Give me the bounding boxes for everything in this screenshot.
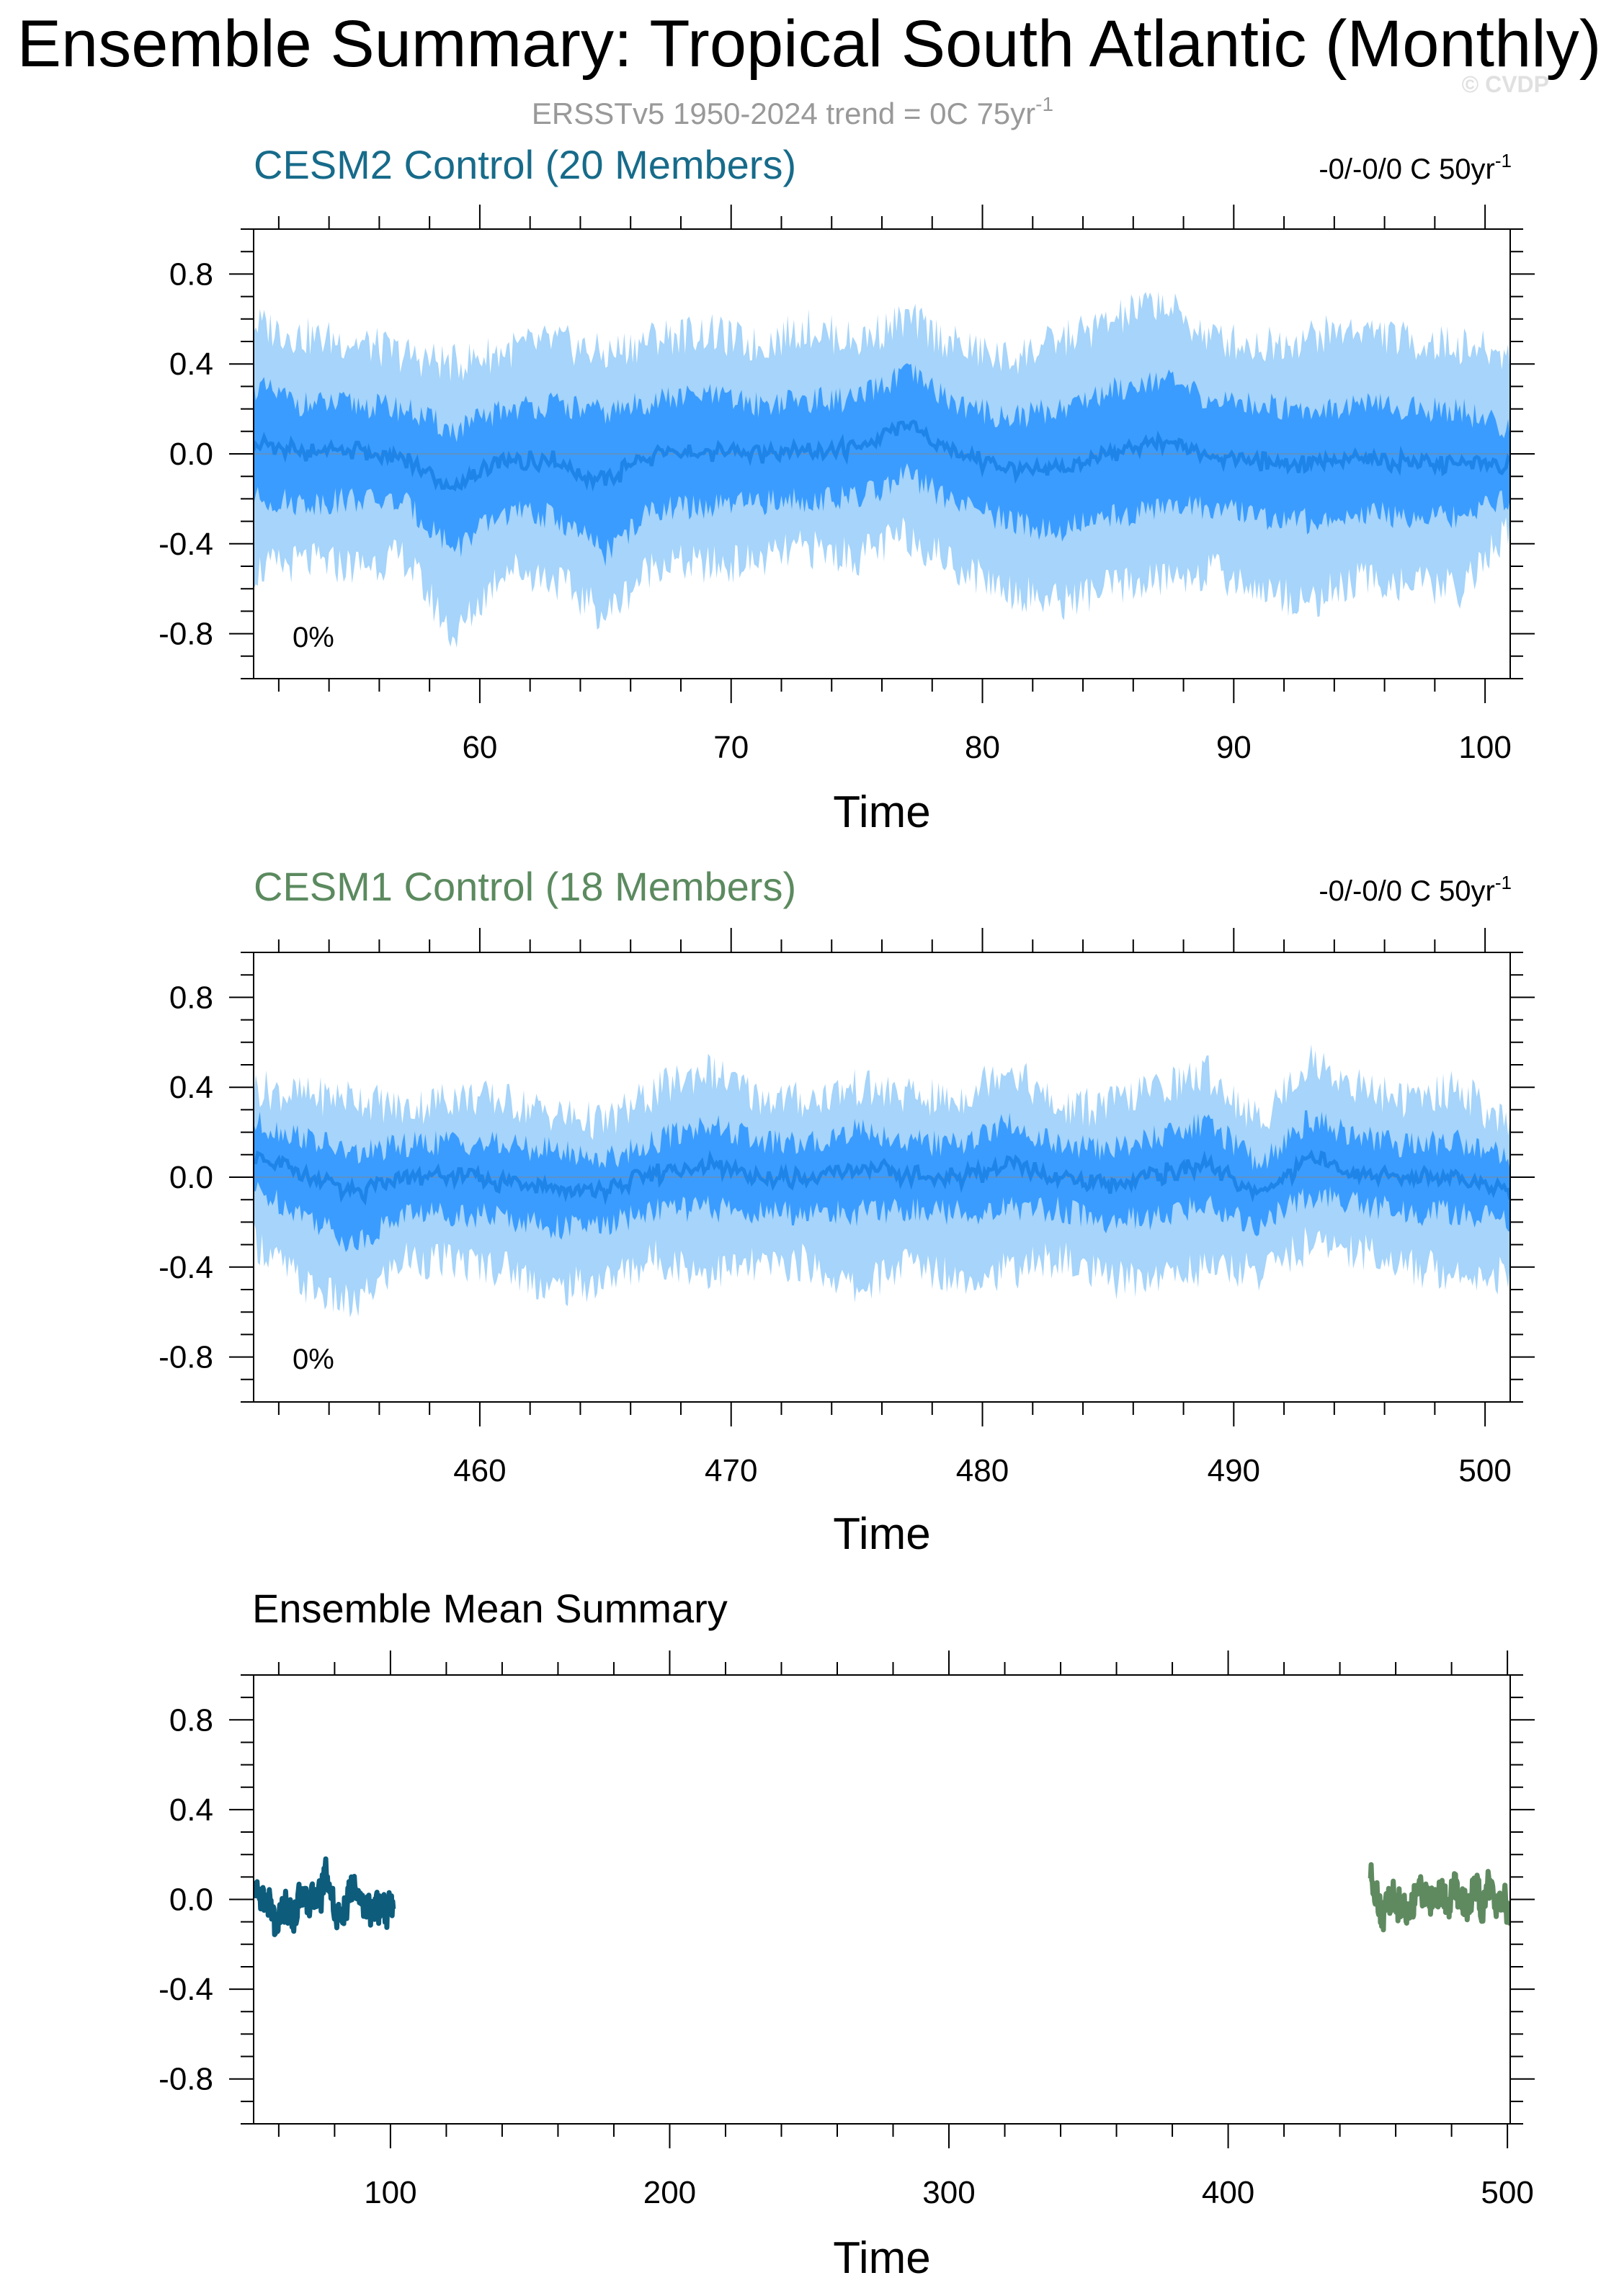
figure-subtitle: ERSSTv5 1950-2024 trend = 0C 75yr-1 bbox=[532, 93, 1053, 130]
y-tick-label: -0.8 bbox=[159, 617, 213, 652]
x-tick-label: 460 bbox=[453, 1453, 506, 1488]
y-tick-label: 0.8 bbox=[169, 256, 213, 292]
y-tick-label: -0.8 bbox=[159, 1340, 213, 1375]
trend-label-cesm1: -0/-0/0 C 50yr-1 bbox=[1319, 872, 1512, 907]
panel-title-cesm2: CESM2 Control (20 Members) bbox=[254, 142, 796, 187]
figure-title: Ensemble Summary: Tropical South Atlanti… bbox=[17, 7, 1602, 81]
percent-label-cesm2: 0% bbox=[293, 622, 334, 653]
plot-area-cesm1: 0.8 0.4 0.0 -0.4 -0.8 460 470 480 490 500 bbox=[159, 928, 1535, 1488]
inner-band bbox=[254, 363, 1510, 566]
panel-cesm2: CESM2 Control (20 Members) -0/-0/0 C 50y… bbox=[159, 142, 1535, 837]
x-tick-label: 400 bbox=[1202, 2175, 1254, 2210]
series-line-0 bbox=[254, 1856, 396, 1937]
y-tick-label: 0.0 bbox=[169, 437, 213, 472]
y-tick-label: 0.8 bbox=[169, 1702, 213, 1738]
x-tick-label: 480 bbox=[956, 1453, 1009, 1488]
x-axis-label-ensemble-mean: Time bbox=[833, 2233, 930, 2283]
y-tick-label: 0.0 bbox=[169, 1882, 213, 1918]
plot-area-cesm2: 0.8 0.4 0.0 -0.4 -0.8 60 70 80 90 100 bbox=[159, 205, 1535, 765]
y-tick-label: 0.4 bbox=[169, 1792, 213, 1828]
series-line-1 bbox=[1368, 1862, 1510, 1933]
panel-cesm1: CESM1 Control (18 Members) -0/-0/0 C 50y… bbox=[159, 864, 1535, 1559]
x-tick-label: 300 bbox=[922, 2175, 975, 2210]
x-tick-label: 80 bbox=[965, 730, 1000, 765]
ensemble-mean-line bbox=[254, 419, 1510, 492]
y-tick-label: 0.4 bbox=[169, 1070, 213, 1105]
y-tick-label: -0.4 bbox=[159, 1250, 213, 1285]
x-axis-label-cesm2: Time bbox=[833, 787, 930, 837]
x-tick-label: 60 bbox=[462, 730, 497, 765]
trend-label-cesm2: -0/-0/0 C 50yr-1 bbox=[1319, 150, 1512, 185]
inner-band bbox=[254, 1110, 1510, 1252]
y-tick-label: 0.4 bbox=[169, 347, 213, 382]
plot-area-ensemble-mean: 0.8 0.4 0.0 -0.4 -0.8 100 200 300 400 500 bbox=[159, 1650, 1535, 2210]
x-tick-label: 100 bbox=[364, 2175, 416, 2210]
watermark: © CVDP bbox=[1462, 71, 1549, 97]
x-tick-label: 90 bbox=[1216, 730, 1252, 765]
x-tick-label: 500 bbox=[1458, 1453, 1511, 1488]
y-tick-label: -0.4 bbox=[159, 1972, 213, 2007]
x-axis-label-cesm1: Time bbox=[833, 1509, 930, 1559]
panel-ensemble-mean: Ensemble Mean Summary 0.8 0.4 0.0 -0.4 -0.8 1… bbox=[159, 1586, 1535, 2283]
x-tick-label: 470 bbox=[705, 1453, 757, 1488]
x-tick-label: 200 bbox=[643, 2175, 696, 2210]
ensemble-mean-line bbox=[254, 1149, 1510, 1206]
y-tick-label: 0.8 bbox=[169, 980, 213, 1015]
x-tick-label: 500 bbox=[1481, 2175, 1533, 2210]
x-tick-label: 490 bbox=[1208, 1453, 1260, 1488]
x-tick-label: 100 bbox=[1458, 730, 1511, 765]
panel-title-cesm1: CESM1 Control (18 Members) bbox=[254, 864, 796, 909]
percent-label-cesm1: 0% bbox=[293, 1344, 334, 1375]
y-tick-label: -0.4 bbox=[159, 527, 213, 562]
x-tick-label: 70 bbox=[713, 730, 749, 765]
plot-frame bbox=[253, 1674, 1511, 2125]
y-tick-label: 0.0 bbox=[169, 1160, 213, 1195]
panel-title-ensemble-mean: Ensemble Mean Summary bbox=[252, 1586, 728, 1631]
y-tick-label: -0.8 bbox=[159, 2062, 213, 2097]
